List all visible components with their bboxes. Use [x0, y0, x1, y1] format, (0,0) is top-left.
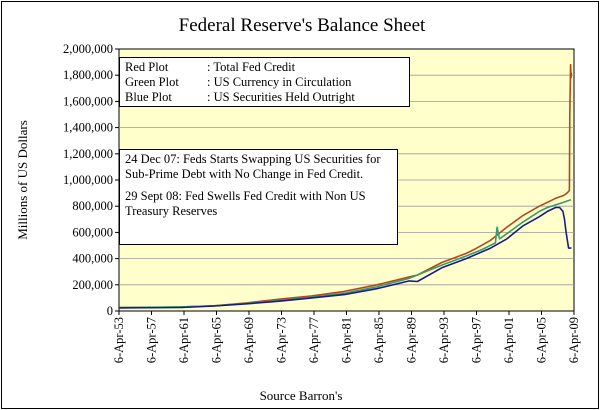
legend-key-green: Green Plot [125, 75, 179, 89]
y-tick-label: 400,000 [72, 252, 113, 266]
x-tick-label: 6-Apr-85 [372, 317, 386, 363]
x-tick-label: 6-Apr-73 [275, 317, 289, 363]
x-tick-label: 6-Apr-77 [307, 317, 321, 363]
legend-text-green: : US Currency in Circulation [207, 75, 352, 89]
x-tick-labels: 6-Apr-53 6-Apr-57 6-Apr-61 6-Apr-65 6-Apr-69… [112, 317, 581, 363]
y-tick-label: 1,000,000 [63, 173, 113, 187]
series-line-3 [119, 206, 572, 309]
x-tick-label: 6-Apr-61 [177, 317, 191, 363]
x-tick-label: 6-Apr-93 [437, 317, 451, 363]
x-tick-label: 6-Apr-09 [567, 317, 581, 363]
y-tick-label: 800,000 [72, 199, 113, 213]
x-axis-label: Source Barron's [260, 388, 343, 403]
y-tick-label: 2,000,000 [63, 42, 113, 56]
y-axis-label: Millions of US Dollars [15, 120, 30, 240]
x-tick-label: 6-Apr-01 [502, 317, 516, 363]
x-tick-label: 6-Apr-69 [242, 317, 256, 363]
annotation-box: 24 Dec 07: Feds Starts Swapping US Secur… [119, 149, 398, 245]
x-tick-label: 6-Apr-57 [145, 317, 159, 363]
y-tick-labels: 0 200,000 400,000 600,000 800,000 1,000,000 1,… [63, 42, 113, 318]
x-tick-label: 6-Apr-53 [112, 317, 126, 363]
legend-entry-red: Red Plot : Total Fed Credit [125, 60, 404, 75]
annotation-dec-07: 24 Dec 07: Feds Starts Swapping US Secur… [125, 152, 381, 181]
legend-text-blue: : US Securities Held Outright [207, 90, 355, 104]
legend-text-red: : Total Fed Credit [207, 60, 296, 74]
chart-title: Federal Reserve's Balance Sheet [179, 15, 426, 36]
y-tick-label: 1,800,000 [63, 68, 113, 82]
y-tick-label: 0 [107, 304, 113, 318]
y-tick-label: 1,600,000 [63, 94, 113, 108]
legend-key-red: Red Plot [125, 60, 169, 74]
legend-entry-blue: Blue Plot : US Securities Held Outright [125, 90, 404, 105]
y-tick-label: 200,000 [72, 278, 113, 292]
x-tick-label: 6-Apr-05 [535, 317, 549, 363]
annotation-sept-08: 29 Sept 08: Fed Swells Fed Credit with N… [125, 189, 366, 218]
y-tick-label: 1,200,000 [63, 147, 113, 161]
x-tick-label: 6-Apr-65 [210, 317, 224, 363]
x-tick-label: 6-Apr-89 [405, 317, 419, 363]
x-tick-label: 6-Apr-97 [470, 317, 484, 363]
legend-entry-green: Green Plot : US Currency in Circulation [125, 75, 404, 90]
legend-key-blue: Blue Plot [125, 90, 172, 104]
series-line-1 [119, 63, 573, 309]
series-lines [119, 63, 573, 309]
legend-box: Red Plot : Total Fed Credit Green Plot : U… [119, 57, 410, 107]
y-tick-label: 1,400,000 [63, 121, 113, 135]
x-tick-label: 6-Apr-81 [340, 317, 354, 363]
y-tick-label: 600,000 [72, 225, 113, 239]
